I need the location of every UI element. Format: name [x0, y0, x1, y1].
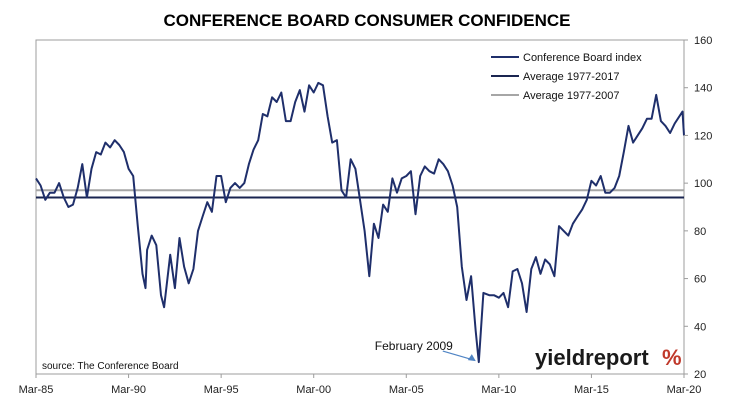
annotation-label: February 2009 [375, 339, 453, 353]
series-group [35, 81, 685, 364]
y-tick-label: 60 [694, 274, 706, 286]
y-tick-label: 20 [694, 369, 706, 381]
y-tick-label: 140 [694, 83, 712, 95]
legend-label: Average 1977-2007 [523, 90, 619, 102]
y-tick-label: 40 [694, 321, 706, 333]
annotations: February 2009 [375, 339, 476, 362]
x-axis: Mar-85 Mar-90 Mar-95 Mar-00 Mar-05 Mar-10 Mar-… [19, 374, 702, 396]
legend-label: Conference Board index [523, 52, 642, 64]
conference-board-index-line [35, 81, 685, 364]
source-note: source: The Conference Board [42, 361, 179, 372]
annotation-arrowhead [467, 354, 476, 362]
x-tick-label: Mar-90 [111, 384, 146, 396]
yieldreport-logo: yieldreport % [535, 345, 682, 370]
x-tick-label: Mar-15 [574, 384, 609, 396]
x-tick-label: Mar-20 [667, 384, 702, 396]
logo-wordmark: yieldreport [535, 345, 649, 370]
x-tick-label: Mar-00 [296, 384, 331, 396]
x-tick-label: Mar-05 [389, 384, 424, 396]
x-tick-label: Mar-95 [204, 384, 239, 396]
y-tick-label: 80 [694, 226, 706, 238]
x-tick-label: Mar-85 [19, 384, 54, 396]
x-tick-label: Mar-10 [481, 384, 516, 396]
legend: Conference Board index Average 1977-2017 A… [491, 52, 642, 102]
y-tick-label: 100 [694, 178, 712, 190]
y-tick-label: 120 [694, 130, 712, 142]
annotation-arrow [442, 350, 474, 361]
y-axis: 20 40 60 80 100 120 140 160 [684, 35, 712, 381]
chart-title: CONFERENCE BOARD CONSUMER CONFIDENCE [163, 11, 570, 30]
y-tick-label: 160 [694, 35, 712, 47]
legend-label: Average 1977-2017 [523, 71, 619, 83]
plot-area [35, 39, 685, 375]
logo-percent-icon: % [662, 345, 682, 370]
